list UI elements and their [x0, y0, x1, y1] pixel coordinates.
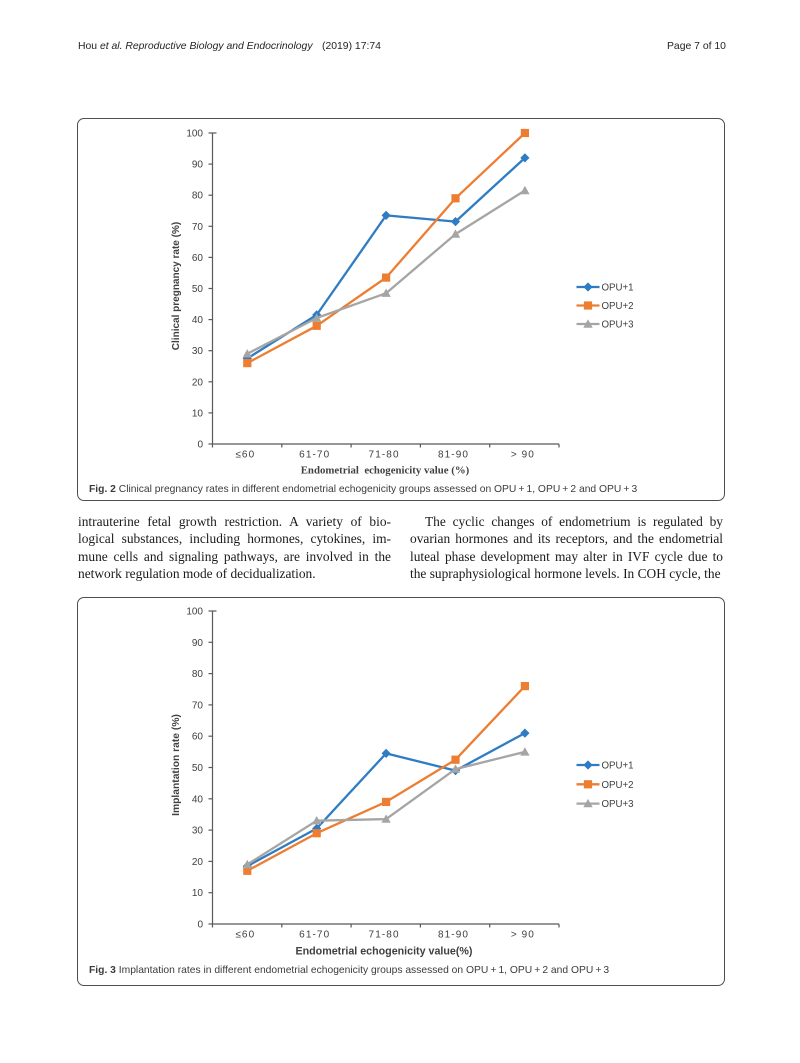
svg-text:60: 60 — [192, 732, 204, 743]
svg-text:OPU+1: OPU+1 — [602, 761, 634, 772]
svg-text:71-80: 71-80 — [369, 450, 400, 461]
svg-text:40: 40 — [192, 794, 204, 805]
svg-text:0: 0 — [197, 440, 203, 451]
svg-text:Implantation rate (%): Implantation rate (%) — [171, 714, 182, 816]
svg-text:90: 90 — [192, 160, 204, 171]
svg-text:60: 60 — [192, 253, 204, 264]
svg-text:OPU+2: OPU+2 — [602, 780, 634, 791]
svg-text:81-90: 81-90 — [438, 930, 469, 941]
svg-text:> 90: > 90 — [511, 930, 535, 941]
svg-text:81-90: 81-90 — [438, 450, 469, 461]
svg-text:Endometrial echogenicity value: Endometrial echogenicity value(%) — [296, 946, 473, 958]
svg-text:71-80: 71-80 — [369, 930, 400, 941]
svg-text:30: 30 — [192, 826, 204, 837]
svg-text:50: 50 — [192, 763, 204, 774]
svg-text:40: 40 — [192, 315, 204, 326]
svg-text:> 90: > 90 — [511, 450, 535, 461]
svg-text:Endometrial echogenicity valu: Endometrial echogenicity value (%) — [301, 465, 470, 477]
svg-text:70: 70 — [192, 222, 204, 233]
svg-text:≤60: ≤60 — [235, 930, 255, 941]
svg-text:61-70: 61-70 — [299, 450, 330, 461]
svg-text:OPU+2: OPU+2 — [602, 301, 634, 312]
svg-text:80: 80 — [192, 669, 204, 680]
svg-text:OPU+3: OPU+3 — [602, 320, 634, 331]
svg-text:61-70: 61-70 — [299, 930, 330, 941]
svg-text:80: 80 — [192, 191, 204, 202]
svg-text:OPU+1: OPU+1 — [602, 283, 634, 294]
svg-text:10: 10 — [192, 888, 204, 899]
svg-text:100: 100 — [186, 607, 203, 618]
svg-text:100: 100 — [186, 129, 203, 140]
svg-text:≤60: ≤60 — [235, 450, 255, 461]
svg-text:90: 90 — [192, 638, 204, 649]
svg-text:50: 50 — [192, 284, 204, 295]
svg-text:20: 20 — [192, 857, 204, 868]
svg-text:30: 30 — [192, 346, 204, 357]
svg-text:10: 10 — [192, 408, 204, 419]
svg-text:0: 0 — [197, 920, 203, 931]
svg-text:Clinical pregnancy rate (%): Clinical pregnancy rate (%) — [171, 222, 182, 350]
svg-text:OPU+3: OPU+3 — [602, 799, 634, 810]
svg-text:20: 20 — [192, 377, 204, 388]
svg-text:70: 70 — [192, 700, 204, 711]
